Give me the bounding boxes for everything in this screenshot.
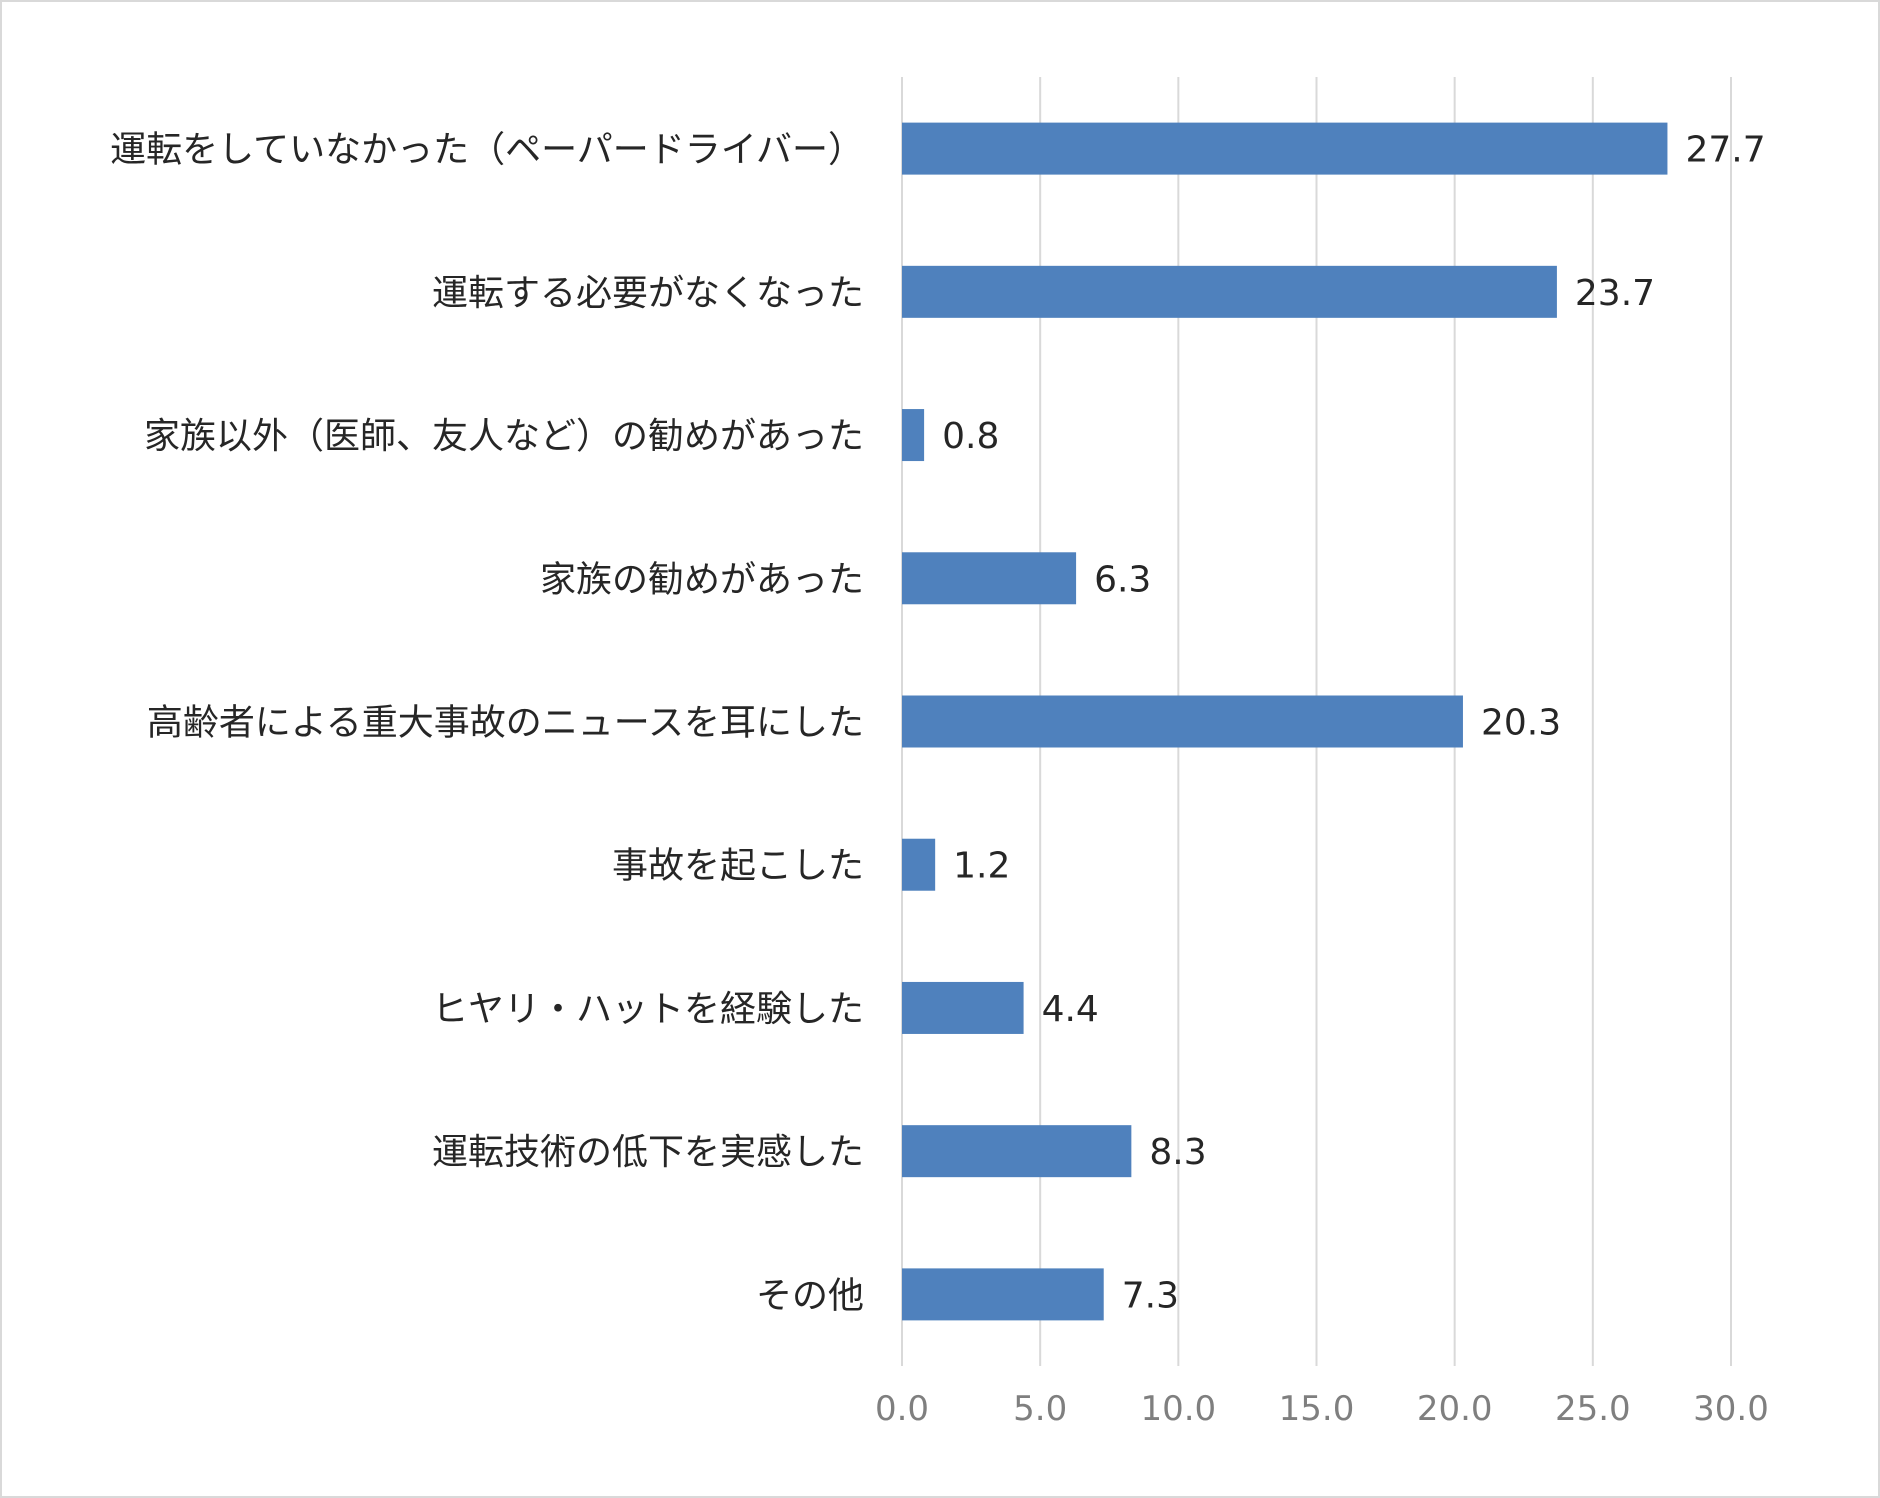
value-label: 27.7 bbox=[1685, 130, 1765, 171]
value-label: 1.2 bbox=[953, 846, 1010, 887]
bar bbox=[902, 122, 1668, 175]
category-label: 高齢者による重大事故のニュースを耳にした bbox=[147, 703, 864, 744]
x-tick-label: 25.0 bbox=[1555, 1389, 1631, 1429]
category-label: その他 bbox=[756, 1275, 864, 1316]
x-tick-label: 30.0 bbox=[1693, 1389, 1769, 1429]
x-tick-label: 5.0 bbox=[1013, 1389, 1067, 1429]
bar bbox=[902, 1125, 1132, 1178]
category-label: 事故を起こした bbox=[612, 846, 864, 887]
bar bbox=[902, 409, 925, 462]
bars bbox=[902, 122, 1668, 1321]
x-tick-label: 0.0 bbox=[875, 1389, 929, 1429]
value-labels: 27.7 23.7 0.8 6.3 20.3 1.2 4.4 8.3 7.3 bbox=[942, 130, 1765, 1317]
x-tick-label: 15.0 bbox=[1279, 1389, 1355, 1429]
x-tick-label: 20.0 bbox=[1417, 1389, 1493, 1429]
category-label: 運転技術の低下を実感した bbox=[432, 1132, 864, 1173]
bar bbox=[902, 838, 936, 891]
bar bbox=[902, 1268, 1104, 1321]
value-label: 23.7 bbox=[1575, 273, 1655, 314]
bar bbox=[902, 265, 1557, 318]
value-label: 7.3 bbox=[1122, 1275, 1179, 1316]
category-label: ヒヤリ・ハットを経験した bbox=[432, 989, 864, 1030]
value-label: 8.3 bbox=[1149, 1132, 1206, 1173]
bar bbox=[902, 552, 1077, 605]
x-tick-label: 10.0 bbox=[1140, 1389, 1216, 1429]
value-label: 20.3 bbox=[1481, 703, 1561, 744]
value-label: 6.3 bbox=[1094, 559, 1151, 600]
value-label: 0.8 bbox=[942, 416, 999, 457]
category-labels: 運転をしていなかった（ペーパードライバー） 運転する必要がなくなった家族以外（医師… bbox=[110, 130, 864, 1317]
bar bbox=[902, 981, 1024, 1034]
x-axis-tick-labels: 0.0 5.0 10.0 15.0 20.0 25.0 30.0 bbox=[875, 1389, 1769, 1429]
category-label: 家族の勧めがあった bbox=[540, 559, 864, 600]
category-label: 家族以外（医師、友人など）の勧めがあった bbox=[144, 416, 864, 457]
value-label: 4.4 bbox=[1042, 989, 1099, 1030]
bar bbox=[902, 695, 1463, 748]
category-label: 運転をしていなかった（ペーパードライバー） bbox=[110, 130, 864, 171]
category-label: 運転する必要がなくなった bbox=[432, 273, 864, 314]
